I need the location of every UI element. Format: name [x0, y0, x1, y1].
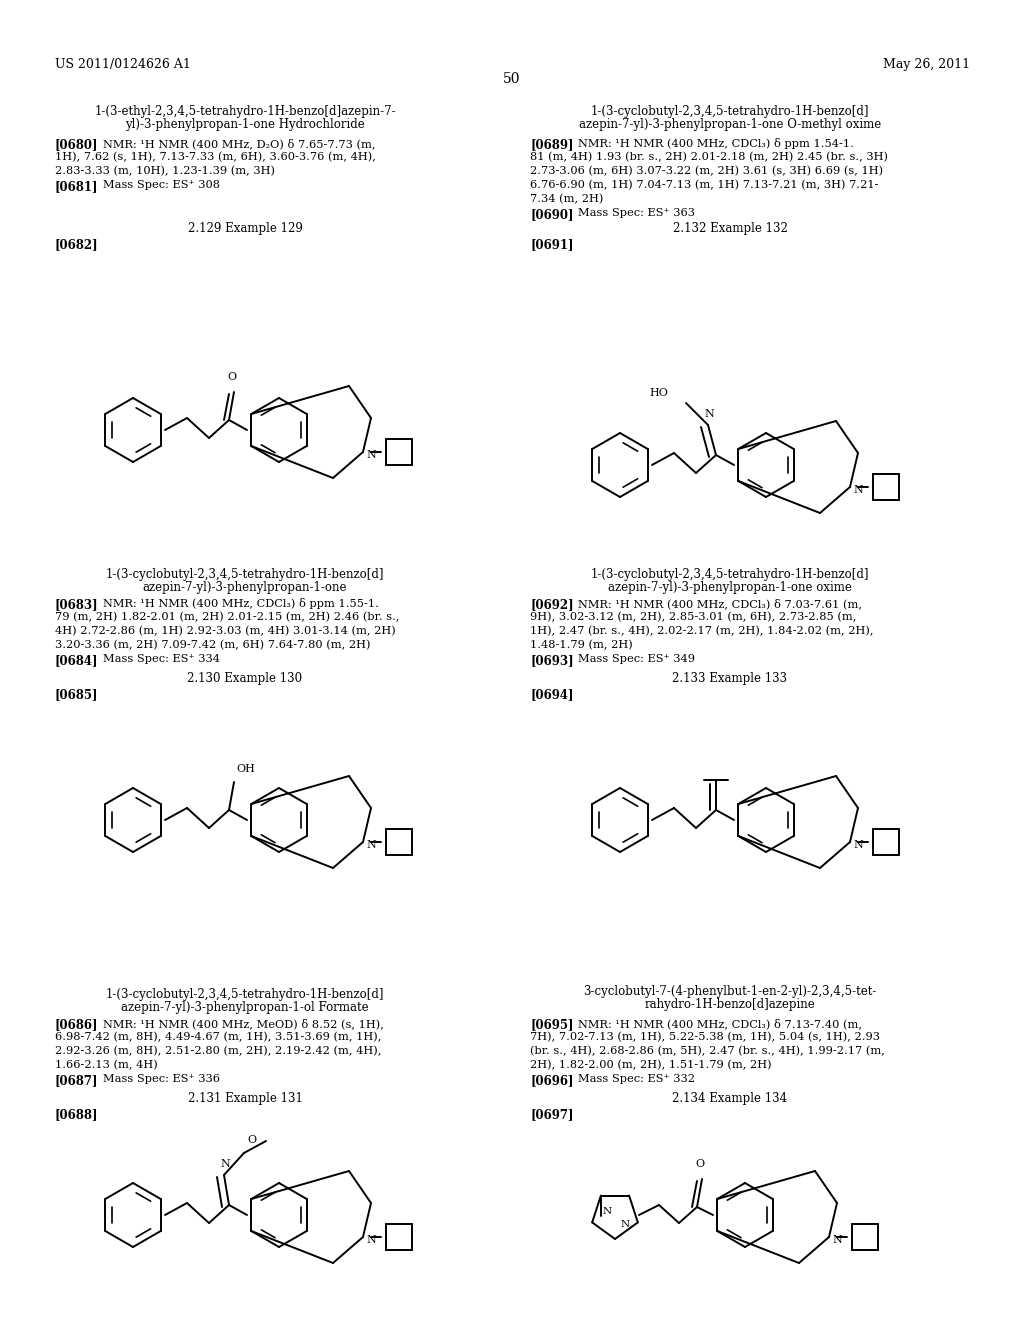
Text: [0690]: [0690]	[530, 209, 573, 220]
Text: N: N	[220, 1159, 229, 1170]
Text: 50: 50	[503, 73, 521, 86]
Text: 2.132 Example 132: 2.132 Example 132	[673, 222, 787, 235]
Text: [0681]: [0681]	[55, 180, 98, 193]
Text: [0683]: [0683]	[55, 598, 98, 611]
Text: N: N	[831, 1236, 842, 1245]
Text: 1.48-1.79 (m, 2H): 1.48-1.79 (m, 2H)	[530, 640, 633, 651]
Text: NMR: ¹H NMR (400 MHz, D₂O) δ 7.65-7.73 (m,: NMR: ¹H NMR (400 MHz, D₂O) δ 7.65-7.73 (…	[103, 139, 376, 149]
Text: 81 (m, 4H) 1.93 (br. s., 2H) 2.01-2.18 (m, 2H) 2.45 (br. s., 3H): 81 (m, 4H) 1.93 (br. s., 2H) 2.01-2.18 (…	[530, 152, 888, 162]
Text: [0697]: [0697]	[530, 1107, 573, 1121]
Text: 4H) 2.72-2.86 (m, 1H) 2.92-3.03 (m, 4H) 3.01-3.14 (m, 2H): 4H) 2.72-2.86 (m, 1H) 2.92-3.03 (m, 4H) …	[55, 626, 395, 636]
Text: yl)-3-phenylpropan-1-one Hydrochloride: yl)-3-phenylpropan-1-one Hydrochloride	[125, 117, 365, 131]
Text: Mass Spec: ES⁺ 332: Mass Spec: ES⁺ 332	[578, 1074, 695, 1084]
Text: [0693]: [0693]	[530, 653, 573, 667]
Text: 2.73-3.06 (m, 6H) 3.07-3.22 (m, 2H) 3.61 (s, 3H) 6.69 (s, 1H): 2.73-3.06 (m, 6H) 3.07-3.22 (m, 2H) 3.61…	[530, 166, 883, 177]
Text: 1H), 7.62 (s, 1H), 7.13-7.33 (m, 6H), 3.60-3.76 (m, 4H),: 1H), 7.62 (s, 1H), 7.13-7.33 (m, 6H), 3.…	[55, 152, 376, 162]
Text: N: N	[853, 484, 863, 495]
Text: azepin-7-yl)-3-phenylpropan-1-one O-methyl oxime: azepin-7-yl)-3-phenylpropan-1-one O-meth…	[579, 117, 881, 131]
Text: azepin-7-yl)-3-phenylpropan-1-one oxime: azepin-7-yl)-3-phenylpropan-1-one oxime	[608, 581, 852, 594]
Text: NMR: ¹H NMR (400 MHz, CDCl₃) δ ppm 1.55-1.: NMR: ¹H NMR (400 MHz, CDCl₃) δ ppm 1.55-…	[103, 598, 379, 609]
Text: N: N	[621, 1220, 630, 1229]
Text: 6.76-6.90 (m, 1H) 7.04-7.13 (m, 1H) 7.13-7.21 (m, 3H) 7.21-: 6.76-6.90 (m, 1H) 7.04-7.13 (m, 1H) 7.13…	[530, 180, 879, 190]
Text: 1.66-2.13 (m, 4H): 1.66-2.13 (m, 4H)	[55, 1060, 158, 1071]
Text: NMR: ¹H NMR (400 MHz, MeOD) δ 8.52 (s, 1H),: NMR: ¹H NMR (400 MHz, MeOD) δ 8.52 (s, 1…	[103, 1018, 384, 1028]
Text: 2.83-3.33 (m, 10H), 1.23-1.39 (m, 3H): 2.83-3.33 (m, 10H), 1.23-1.39 (m, 3H)	[55, 166, 275, 177]
Text: [0688]: [0688]	[55, 1107, 98, 1121]
Text: Mass Spec: ES⁺ 363: Mass Spec: ES⁺ 363	[578, 209, 695, 218]
Text: O: O	[247, 1135, 256, 1144]
Text: [0687]: [0687]	[55, 1074, 98, 1086]
Text: 2H), 1.82-2.00 (m, 2H), 1.51-1.79 (m, 2H): 2H), 1.82-2.00 (m, 2H), 1.51-1.79 (m, 2H…	[530, 1060, 772, 1071]
Text: N: N	[366, 840, 376, 850]
Text: (br. s., 4H), 2.68-2.86 (m, 5H), 2.47 (br. s., 4H), 1.99-2.17 (m,: (br. s., 4H), 2.68-2.86 (m, 5H), 2.47 (b…	[530, 1045, 885, 1056]
Text: 1-(3-cyclobutyl-2,3,4,5-tetrahydro-1H-benzo[d]: 1-(3-cyclobutyl-2,3,4,5-tetrahydro-1H-be…	[105, 568, 384, 581]
Text: NMR: ¹H NMR (400 MHz, CDCl₃) δ ppm 1.54-1.: NMR: ¹H NMR (400 MHz, CDCl₃) δ ppm 1.54-…	[578, 139, 854, 149]
Text: N: N	[705, 409, 714, 418]
Text: [0694]: [0694]	[530, 688, 573, 701]
Text: 7.34 (m, 2H): 7.34 (m, 2H)	[530, 194, 603, 205]
Text: O: O	[695, 1159, 705, 1170]
Text: N: N	[366, 450, 376, 459]
Text: 6.98-7.42 (m, 8H), 4.49-4.67 (m, 1H), 3.51-3.69 (m, 1H),: 6.98-7.42 (m, 8H), 4.49-4.67 (m, 1H), 3.…	[55, 1032, 381, 1043]
Text: [0684]: [0684]	[55, 653, 98, 667]
Text: NMR: ¹H NMR (400 MHz, CDCl₃) δ 7.13-7.40 (m,: NMR: ¹H NMR (400 MHz, CDCl₃) δ 7.13-7.40…	[578, 1018, 862, 1028]
Text: Mass Spec: ES⁺ 334: Mass Spec: ES⁺ 334	[103, 653, 220, 664]
Text: 1-(3-cyclobutyl-2,3,4,5-tetrahydro-1H-benzo[d]: 1-(3-cyclobutyl-2,3,4,5-tetrahydro-1H-be…	[591, 106, 869, 117]
Text: 2.131 Example 131: 2.131 Example 131	[187, 1092, 302, 1105]
Text: azepin-7-yl)-3-phenylpropan-1-ol Formate: azepin-7-yl)-3-phenylpropan-1-ol Formate	[121, 1001, 369, 1014]
Text: 3.20-3.36 (m, 2H) 7.09-7.42 (m, 6H) 7.64-7.80 (m, 2H): 3.20-3.36 (m, 2H) 7.09-7.42 (m, 6H) 7.64…	[55, 640, 371, 651]
Text: [0682]: [0682]	[55, 238, 98, 251]
Text: HO: HO	[649, 388, 668, 399]
Text: N: N	[366, 1236, 376, 1245]
Text: 7H), 7.02-7.13 (m, 1H), 5.22-5.38 (m, 1H), 5.04 (s, 1H), 2.93: 7H), 7.02-7.13 (m, 1H), 5.22-5.38 (m, 1H…	[530, 1032, 880, 1043]
Text: May 26, 2011: May 26, 2011	[883, 58, 970, 71]
Text: Mass Spec: ES⁺ 336: Mass Spec: ES⁺ 336	[103, 1074, 220, 1084]
Text: [0686]: [0686]	[55, 1018, 98, 1031]
Text: 1-(3-cyclobutyl-2,3,4,5-tetrahydro-1H-benzo[d]: 1-(3-cyclobutyl-2,3,4,5-tetrahydro-1H-be…	[591, 568, 869, 581]
Text: 9H), 3.02-3.12 (m, 2H), 2.85-3.01 (m, 6H), 2.73-2.85 (m,: 9H), 3.02-3.12 (m, 2H), 2.85-3.01 (m, 6H…	[530, 612, 856, 622]
Text: N: N	[602, 1206, 611, 1216]
Text: [0685]: [0685]	[55, 688, 98, 701]
Text: 2.130 Example 130: 2.130 Example 130	[187, 672, 302, 685]
Text: [0691]: [0691]	[530, 238, 573, 251]
Text: US 2011/0124626 A1: US 2011/0124626 A1	[55, 58, 190, 71]
Text: Mass Spec: ES⁺ 308: Mass Spec: ES⁺ 308	[103, 180, 220, 190]
Text: [0692]: [0692]	[530, 598, 573, 611]
Text: OH: OH	[236, 764, 255, 774]
Text: 79 (m, 2H) 1.82-2.01 (m, 2H) 2.01-2.15 (m, 2H) 2.46 (br. s.,: 79 (m, 2H) 1.82-2.01 (m, 2H) 2.01-2.15 (…	[55, 612, 399, 622]
Text: Mass Spec: ES⁺ 349: Mass Spec: ES⁺ 349	[578, 653, 695, 664]
Text: [0680]: [0680]	[55, 139, 98, 150]
Text: 2.133 Example 133: 2.133 Example 133	[673, 672, 787, 685]
Text: rahydro-1H-benzo[d]azepine: rahydro-1H-benzo[d]azepine	[645, 998, 815, 1011]
Text: 1-(3-ethyl-2,3,4,5-tetrahydro-1H-benzo[d]azepin-7-: 1-(3-ethyl-2,3,4,5-tetrahydro-1H-benzo[d…	[94, 106, 396, 117]
Text: 1-(3-cyclobutyl-2,3,4,5-tetrahydro-1H-benzo[d]: 1-(3-cyclobutyl-2,3,4,5-tetrahydro-1H-be…	[105, 987, 384, 1001]
Text: [0696]: [0696]	[530, 1074, 573, 1086]
Text: N: N	[853, 840, 863, 850]
Text: 2.134 Example 134: 2.134 Example 134	[673, 1092, 787, 1105]
Text: [0689]: [0689]	[530, 139, 573, 150]
Text: 3-cyclobutyl-7-(4-phenylbut-1-en-2-yl)-2,3,4,5-tet-: 3-cyclobutyl-7-(4-phenylbut-1-en-2-yl)-2…	[584, 985, 877, 998]
Text: 1H), 2.47 (br. s., 4H), 2.02-2.17 (m, 2H), 1.84-2.02 (m, 2H),: 1H), 2.47 (br. s., 4H), 2.02-2.17 (m, 2H…	[530, 626, 873, 636]
Text: O: O	[227, 372, 237, 381]
Text: azepin-7-yl)-3-phenylpropan-1-one: azepin-7-yl)-3-phenylpropan-1-one	[142, 581, 347, 594]
Text: NMR: ¹H NMR (400 MHz, CDCl₃) δ 7.03-7.61 (m,: NMR: ¹H NMR (400 MHz, CDCl₃) δ 7.03-7.61…	[578, 598, 862, 609]
Text: 2.92-3.26 (m, 8H), 2.51-2.80 (m, 2H), 2.19-2.42 (m, 4H),: 2.92-3.26 (m, 8H), 2.51-2.80 (m, 2H), 2.…	[55, 1045, 381, 1056]
Text: [0695]: [0695]	[530, 1018, 573, 1031]
Text: 2.129 Example 129: 2.129 Example 129	[187, 222, 302, 235]
